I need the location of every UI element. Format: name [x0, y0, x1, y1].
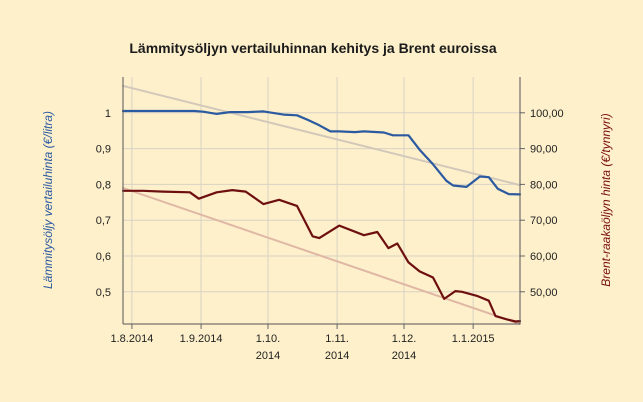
axes: 0,5 0,6 0,7 0,8 0,9 1 50,00 60,00 70,00 80,00 90,0… — [96, 77, 564, 362]
x-tick-label: 1.11. — [325, 333, 349, 345]
y-left-tick-label: 0,6 — [96, 251, 111, 263]
x-tick-label: 1.1.2015 — [452, 333, 495, 345]
y-axis-left-label: Lämmitysöljy vertailuhinta (€/litra) — [41, 111, 55, 289]
x-tick-label: 1.8.2014 — [111, 333, 154, 345]
trend-lines — [122, 84, 521, 325]
y-right-tick-label: 90,00 — [530, 144, 558, 156]
y-right-tick-label: 80,00 — [530, 179, 558, 191]
x-tick-label: 1.9.2014 — [180, 333, 223, 345]
y-left-tick-label: 0,8 — [96, 179, 111, 191]
series-lines — [121, 109, 522, 323]
y-right-tick-label: 100,00 — [530, 108, 564, 120]
grid — [123, 77, 520, 324]
y-left-tick-label: 0,5 — [96, 287, 111, 299]
y-axis-right-label: Brent-raakaöljyn hinta (€/tynnyri) — [599, 113, 613, 286]
chart-title: Lämmitysöljyn vertailuhinnan kehitys ja … — [129, 40, 496, 56]
trend-line — [122, 187, 521, 325]
series-line — [121, 189, 522, 323]
y-right-tick-label: 60,00 — [530, 251, 558, 263]
x-tick-label: 2014 — [392, 350, 416, 362]
trend-line — [122, 84, 521, 187]
x-tick-label: 1.12. — [392, 333, 416, 345]
x-tick-label: 2014 — [325, 350, 349, 362]
x-tick-label: 2014 — [256, 350, 280, 362]
y-left-tick-label: 0,9 — [96, 144, 111, 156]
y-right-tick-label: 70,00 — [530, 215, 558, 227]
x-tick-label: 1.10. — [256, 333, 280, 345]
y-right-tick-label: 50,00 — [530, 287, 558, 299]
y-left-tick-label: 1 — [105, 108, 111, 120]
series-line — [121, 109, 522, 196]
y-left-tick-label: 0,7 — [96, 215, 111, 227]
